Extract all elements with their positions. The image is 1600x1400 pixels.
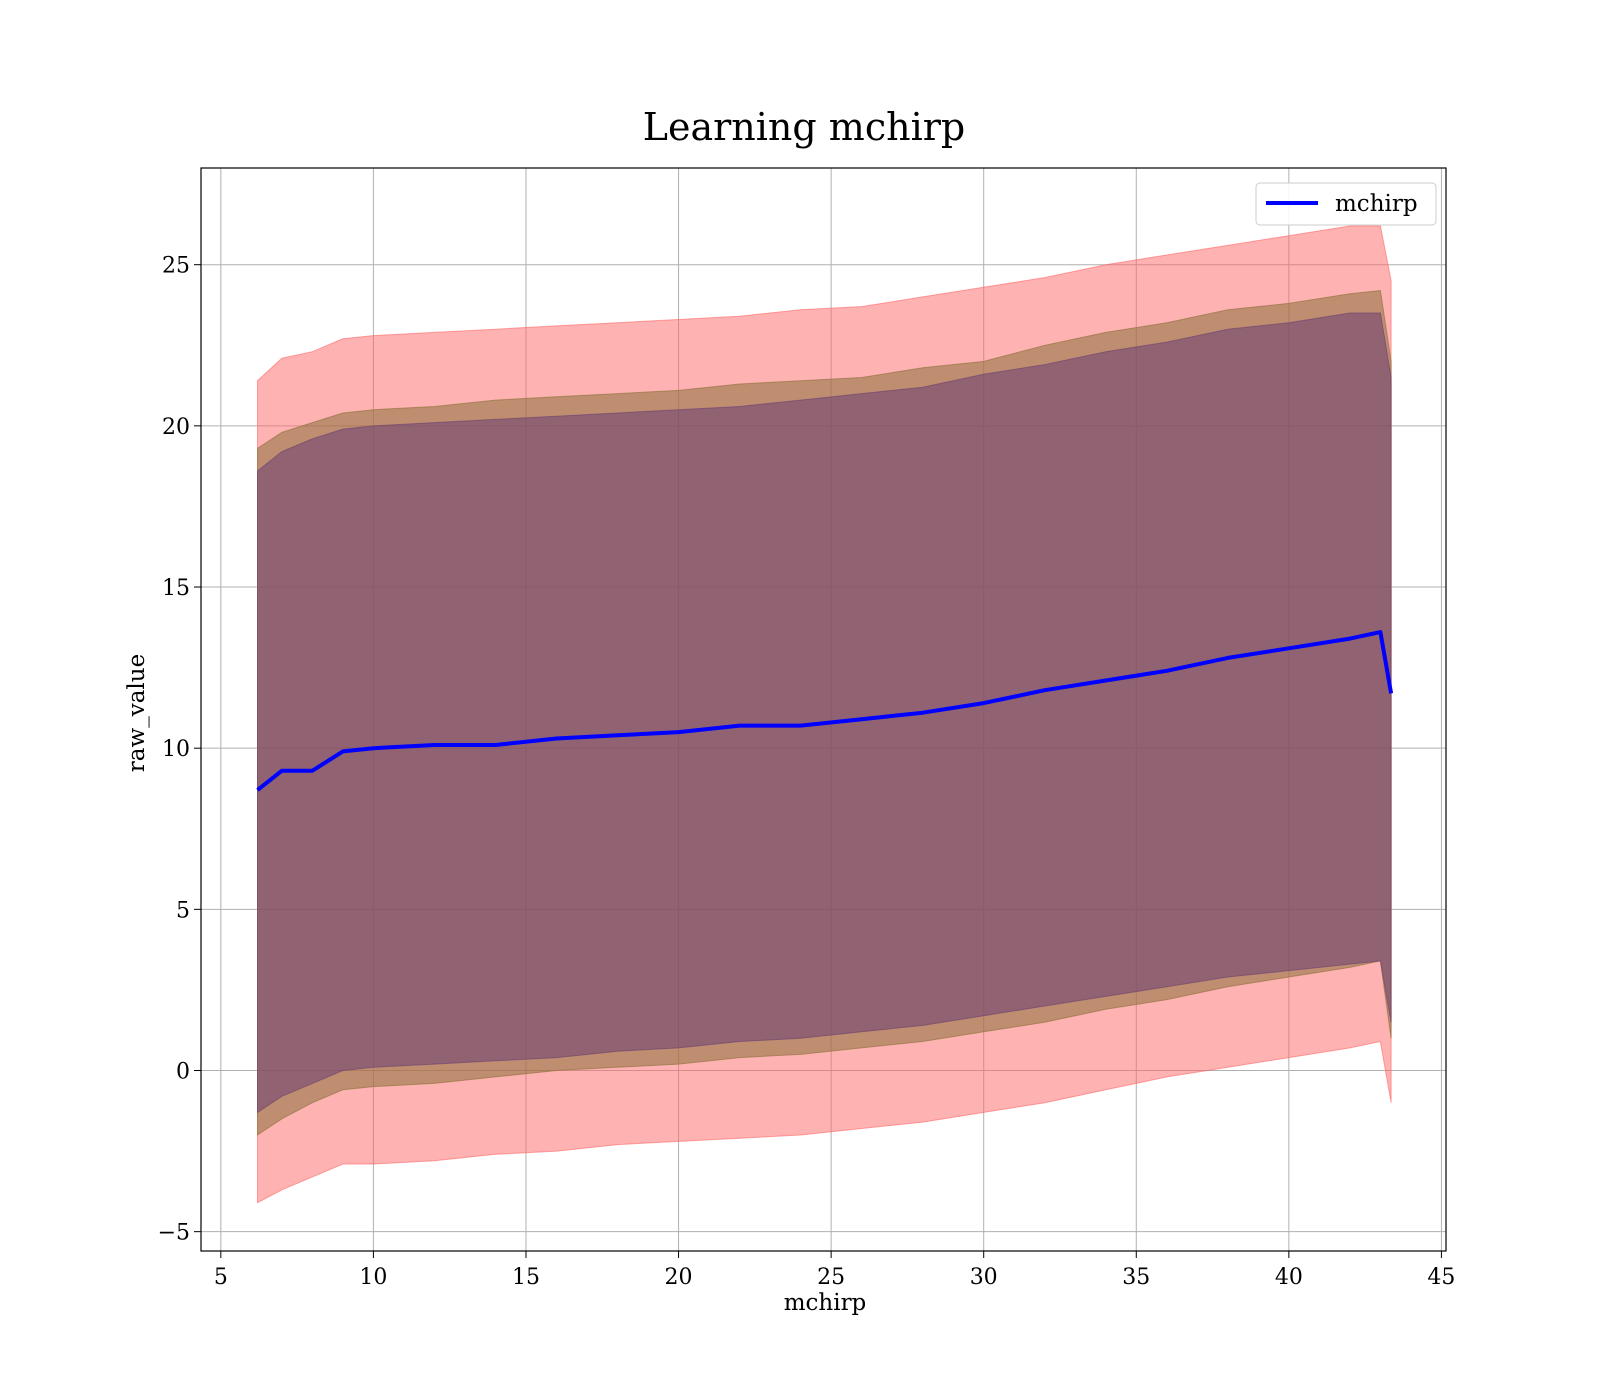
plot-area-frame bbox=[200, 167, 1447, 1252]
x-tick-label: 15 bbox=[512, 1265, 540, 1290]
y-tick-label: 0 bbox=[176, 1060, 190, 1085]
legend: mchirp bbox=[1255, 182, 1437, 226]
y-axis-label: raw_value bbox=[124, 654, 150, 772]
x-tick-label: 5 bbox=[214, 1265, 228, 1290]
legend-label: mchirp bbox=[1335, 191, 1418, 217]
x-axis-label: mchirp bbox=[784, 1290, 867, 1316]
x-tick-label: 25 bbox=[817, 1265, 845, 1290]
y-tick-label: 15 bbox=[162, 576, 190, 601]
bands bbox=[257, 225, 1392, 1204]
x-tick-label: 35 bbox=[1122, 1265, 1150, 1290]
y-tick-label: −5 bbox=[158, 1221, 190, 1246]
x-tick-label: 40 bbox=[1275, 1265, 1303, 1290]
lines bbox=[256, 630, 1394, 792]
x-tick-label: 45 bbox=[1427, 1265, 1455, 1290]
confidence-band bbox=[257, 312, 1392, 1114]
y-tick-label: 20 bbox=[162, 415, 190, 440]
y-tick-label: 5 bbox=[176, 898, 190, 923]
legend-box bbox=[1255, 182, 1437, 226]
ticks: 5 10 15 20 25 30 35 40 45 −5 0 5 10 15 20 25 bbox=[158, 254, 1456, 1290]
chart-title: Learning mchirp bbox=[643, 105, 965, 149]
x-tick-label: 30 bbox=[970, 1265, 998, 1290]
y-tick-label: 10 bbox=[162, 737, 190, 762]
y-tick-label: 25 bbox=[162, 254, 190, 279]
series-line bbox=[256, 630, 1394, 792]
x-tick-label: 10 bbox=[359, 1265, 387, 1290]
x-tick-label: 20 bbox=[665, 1265, 693, 1290]
